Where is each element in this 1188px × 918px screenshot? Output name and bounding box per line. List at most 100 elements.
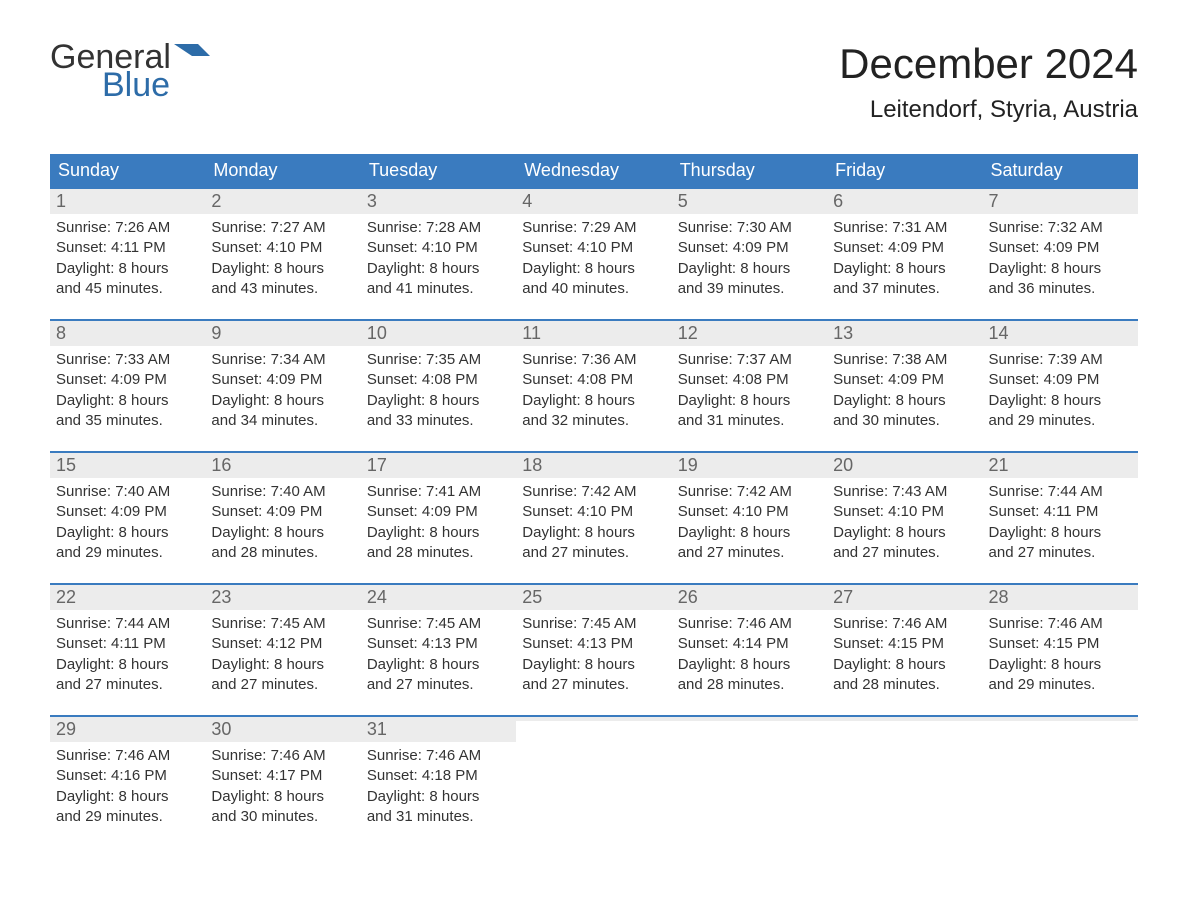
day-daylight1: Daylight: 8 hours — [833, 523, 976, 543]
day-daylight2: and 37 minutes. — [833, 279, 976, 299]
day-cell: 22Sunrise: 7:44 AMSunset: 4:11 PMDayligh… — [50, 585, 205, 715]
day-daylight2: and 28 minutes. — [678, 675, 821, 695]
day-daylight2: and 29 minutes. — [989, 675, 1132, 695]
day-sunrise: Sunrise: 7:29 AM — [522, 218, 665, 238]
day-sunrise: Sunrise: 7:27 AM — [211, 218, 354, 238]
day-daylight1: Daylight: 8 hours — [833, 259, 976, 279]
day-daylight2: and 30 minutes. — [211, 807, 354, 827]
day-number: 7 — [989, 191, 999, 211]
day-number: 9 — [211, 323, 221, 343]
location: Leitendorf, Styria, Austria — [839, 96, 1138, 124]
day-number-row — [983, 717, 1138, 721]
day-number-row: 4 — [516, 189, 671, 214]
day-sunset: Sunset: 4:09 PM — [678, 238, 821, 258]
day-daylight1: Daylight: 8 hours — [833, 391, 976, 411]
weekday-header: Thursday — [672, 154, 827, 189]
day-sunset: Sunset: 4:11 PM — [56, 238, 199, 258]
day-number-row: 7 — [983, 189, 1138, 214]
day-content: Sunrise: 7:42 AMSunset: 4:10 PMDaylight:… — [672, 478, 827, 563]
day-daylight1: Daylight: 8 hours — [522, 523, 665, 543]
day-number: 29 — [56, 719, 76, 739]
weekday-header: Monday — [205, 154, 360, 189]
day-content: Sunrise: 7:26 AMSunset: 4:11 PMDaylight:… — [50, 214, 205, 299]
day-content: Sunrise: 7:37 AMSunset: 4:08 PMDaylight:… — [672, 346, 827, 431]
day-daylight2: and 27 minutes. — [678, 543, 821, 563]
day-sunset: Sunset: 4:09 PM — [833, 238, 976, 258]
day-sunrise: Sunrise: 7:44 AM — [989, 482, 1132, 502]
day-daylight2: and 40 minutes. — [522, 279, 665, 299]
day-number: 28 — [989, 587, 1009, 607]
day-sunrise: Sunrise: 7:46 AM — [678, 614, 821, 634]
day-daylight2: and 39 minutes. — [678, 279, 821, 299]
day-number-row: 21 — [983, 453, 1138, 478]
day-cell: 19Sunrise: 7:42 AMSunset: 4:10 PMDayligh… — [672, 453, 827, 583]
week-row: 8Sunrise: 7:33 AMSunset: 4:09 PMDaylight… — [50, 319, 1138, 451]
day-content: Sunrise: 7:28 AMSunset: 4:10 PMDaylight:… — [361, 214, 516, 299]
day-daylight2: and 33 minutes. — [367, 411, 510, 431]
day-number-row: 20 — [827, 453, 982, 478]
weekday-header: Sunday — [50, 154, 205, 189]
day-sunset: Sunset: 4:10 PM — [522, 502, 665, 522]
day-daylight2: and 29 minutes. — [56, 543, 199, 563]
day-cell: 21Sunrise: 7:44 AMSunset: 4:11 PMDayligh… — [983, 453, 1138, 583]
day-number-row: 17 — [361, 453, 516, 478]
week-row: 1 Sunrise: 7:26 AMSunset: 4:11 PMDaylight… — [50, 189, 1138, 319]
day-cell: 23Sunrise: 7:45 AMSunset: 4:12 PMDayligh… — [205, 585, 360, 715]
day-number-row: 2 — [205, 189, 360, 214]
day-cell: 18Sunrise: 7:42 AMSunset: 4:10 PMDayligh… — [516, 453, 671, 583]
day-cell: 14Sunrise: 7:39 AMSunset: 4:09 PMDayligh… — [983, 321, 1138, 451]
weekday-header: Saturday — [983, 154, 1138, 189]
day-sunrise: Sunrise: 7:30 AM — [678, 218, 821, 238]
day-number: 3 — [367, 191, 377, 211]
day-sunrise: Sunrise: 7:40 AM — [211, 482, 354, 502]
day-content: Sunrise: 7:33 AMSunset: 4:09 PMDaylight:… — [50, 346, 205, 431]
day-sunrise: Sunrise: 7:46 AM — [989, 614, 1132, 634]
day-daylight2: and 31 minutes. — [367, 807, 510, 827]
week-row: 29 Sunrise: 7:46 AMSunset: 4:16 PM Dayligh… — [50, 715, 1138, 847]
day-daylight1: Daylight: 8 hours — [367, 259, 510, 279]
day-content: Sunrise: 7:32 AMSunset: 4:09 PMDaylight:… — [983, 214, 1138, 299]
day-number: 1 — [56, 191, 66, 211]
day-daylight1: Daylight: 8 hours — [56, 391, 199, 411]
day-daylight1: Daylight: 8 hours — [833, 655, 976, 675]
logo: General Blue — [50, 40, 210, 102]
day-daylight1: Daylight: 8 hours — [211, 787, 354, 807]
day-number-row: 6 — [827, 189, 982, 214]
day-number-row: 3 — [361, 189, 516, 214]
day-cell: 8Sunrise: 7:33 AMSunset: 4:09 PMDaylight… — [50, 321, 205, 451]
day-number: 31 — [367, 719, 387, 739]
day-daylight1: Daylight: 8 hours — [522, 391, 665, 411]
day-daylight2: and 35 minutes. — [56, 411, 199, 431]
day-number-row: 10 — [361, 321, 516, 346]
weekday-header: Wednesday — [516, 154, 671, 189]
day-number: 13 — [833, 323, 853, 343]
day-number-row: 29 — [50, 717, 205, 742]
day-cell — [983, 717, 1138, 847]
day-sunset: Sunset: 4:08 PM — [678, 370, 821, 390]
day-sunset: Sunset: 4:09 PM — [56, 370, 199, 390]
day-sunset: Sunset: 4:09 PM — [211, 370, 354, 390]
week-row: 15Sunrise: 7:40 AMSunset: 4:09 PMDayligh… — [50, 451, 1138, 583]
day-sunset: Sunset: 4:09 PM — [989, 370, 1132, 390]
day-number-row — [516, 717, 671, 721]
day-cell: 30Sunrise: 7:46 AMSunset: 4:17 PMDayligh… — [205, 717, 360, 847]
day-cell: 29Sunrise: 7:46 AMSunset: 4:16 PMDayligh… — [50, 717, 205, 847]
day-sunrise: Sunrise: 7:42 AM — [522, 482, 665, 502]
day-sunrise: Sunrise: 7:46 AM — [56, 746, 199, 766]
day-number-row: 25 — [516, 585, 671, 610]
day-daylight2: and 43 minutes. — [211, 279, 354, 299]
day-number: 21 — [989, 455, 1009, 475]
calendar: Sunday Monday Tuesday Wednesday Thursday… — [50, 154, 1138, 847]
day-content: Sunrise: 7:46 AMSunset: 4:14 PMDaylight:… — [672, 610, 827, 695]
day-cell: 24Sunrise: 7:45 AMSunset: 4:13 PMDayligh… — [361, 585, 516, 715]
day-cell: 1 Sunrise: 7:26 AMSunset: 4:11 PMDaylight… — [50, 189, 205, 319]
day-daylight2: and 28 minutes. — [211, 543, 354, 563]
day-daylight2: and 27 minutes. — [833, 543, 976, 563]
day-daylight1: Daylight: 8 hours — [522, 259, 665, 279]
day-number: 16 — [211, 455, 231, 475]
day-sunset: Sunset: 4:16 PM — [56, 766, 199, 786]
day-daylight2: and 28 minutes. — [833, 675, 976, 695]
day-number: 2 — [211, 191, 221, 211]
day-daylight1: Daylight: 8 hours — [678, 523, 821, 543]
day-sunrise: Sunrise: 7:38 AM — [833, 350, 976, 370]
